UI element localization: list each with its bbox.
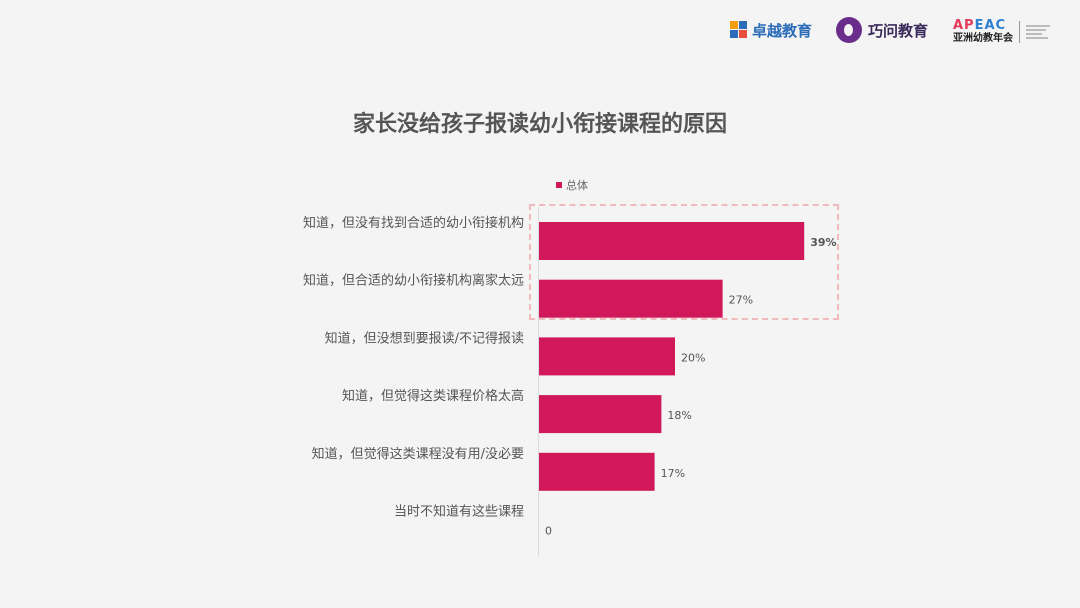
zhuoyue-logo: 卓越教育 (730, 14, 812, 46)
chart-title: 家长没给孩子报读幼小衔接课程的原因 (352, 112, 727, 137)
bar (539, 279, 723, 318)
bar (539, 395, 662, 434)
category-label: 知道，但觉得这类课程没有用/没必要 (312, 446, 524, 462)
highlight-box (529, 204, 839, 320)
category-label: 知道，但合适的幼小衔接机构离家太远 (303, 273, 524, 289)
apeac-logo-bottom: 亚洲幼教年会 (953, 33, 1013, 44)
legend-label: 总体 (566, 179, 588, 192)
value-label: 0 (545, 525, 552, 538)
value-label: 17% (661, 467, 685, 480)
chart-legend: 总体 (556, 177, 588, 193)
bar (539, 452, 655, 491)
bar (539, 337, 675, 376)
category-label: 当时不知道有这些课程 (394, 504, 524, 520)
zhuoyue-logo-icon (730, 21, 748, 39)
value-label: 39% (810, 236, 836, 249)
apeac-logo-divider (1019, 21, 1020, 43)
legend-swatch (556, 182, 562, 188)
value-label: 27% (729, 294, 753, 307)
category-axis-line (538, 207, 539, 557)
bar (539, 222, 805, 260)
value-label: 18% (667, 409, 691, 422)
qiaowen-logo-text: 巧问教育 (868, 21, 929, 40)
qiaowen-logo-icon (836, 17, 862, 43)
category-label: 知道，但没想到要报读/不记得报读 (325, 330, 524, 346)
apeac-logo: APEAC 亚洲幼教年会 (953, 16, 1050, 48)
value-label: 20% (681, 351, 705, 364)
apeac-logo-caption (1026, 25, 1050, 39)
apeac-logo-top: APEAC (953, 18, 1007, 33)
zhuoyue-logo-text: 卓越教育 (752, 21, 813, 40)
category-label: 知道，但觉得这类课程价格太高 (342, 388, 524, 404)
qiaowen-logo: 巧问教育 (836, 14, 928, 46)
category-label: 知道，但没有找到合适的幼小衔接机构 (303, 215, 524, 231)
